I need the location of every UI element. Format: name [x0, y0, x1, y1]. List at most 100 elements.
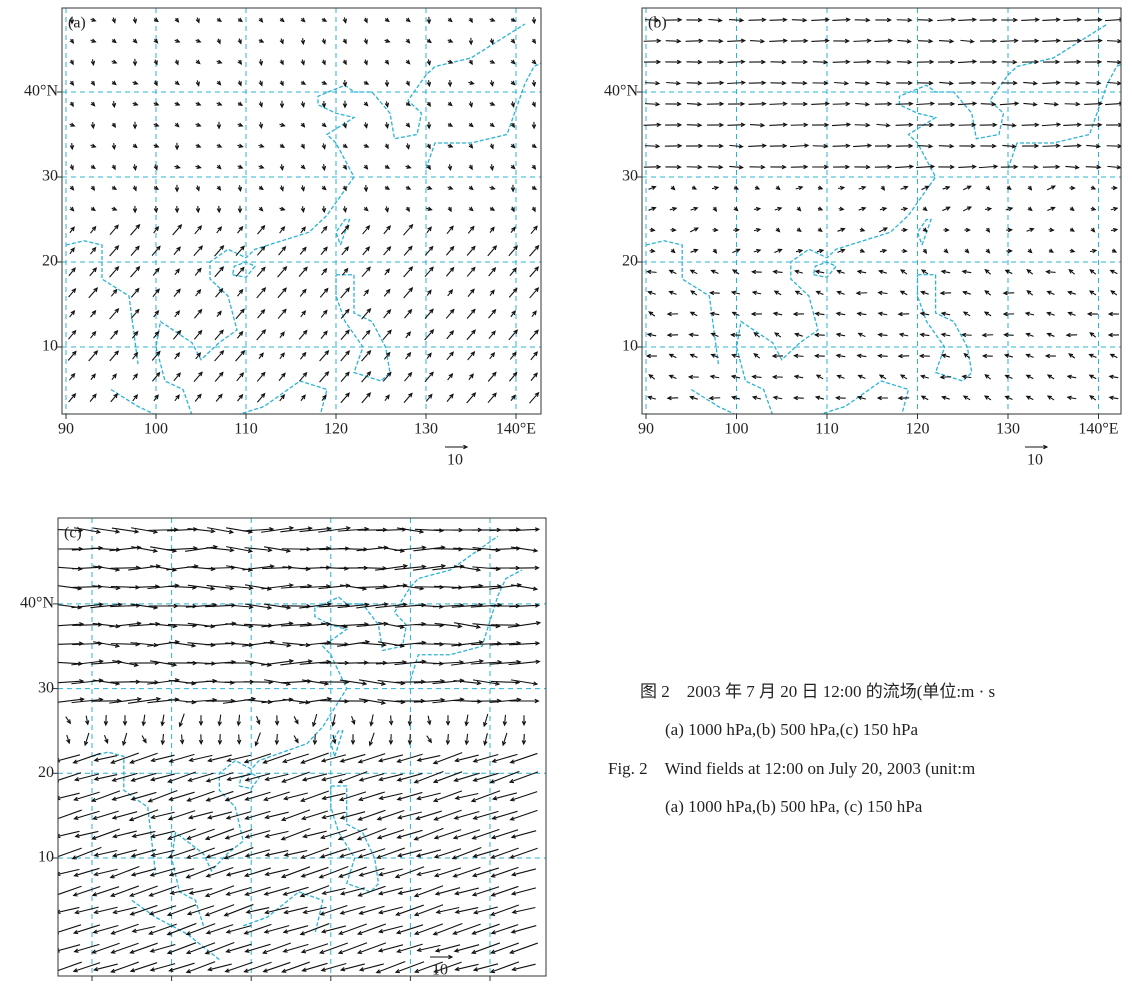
wind-arrow-shaft [1000, 41, 1017, 42]
wind-arrow-shaft [749, 20, 766, 21]
wind-arrow-shaft [89, 288, 97, 298]
y-tick-label: 40°N [20, 595, 54, 612]
x-tick-label: 90 [58, 421, 74, 438]
wind-arrow-shaft [770, 20, 787, 21]
wind-arrow-shaft [1042, 83, 1059, 84]
wind-arrow-shaft [131, 267, 140, 277]
wind-arrow-shaft [94, 964, 117, 970]
wind-arrow-shaft [341, 330, 349, 339]
reference-vector-label: 10 [432, 962, 448, 979]
wind-arrow-shaft [236, 351, 245, 361]
wind-arrow-shaft [404, 393, 412, 402]
wind-arrow-shaft [301, 886, 329, 897]
wind-arrow-shaft [362, 267, 370, 276]
wind-arrow-shaft [92, 791, 120, 801]
wind-arrow-shaft [876, 62, 891, 63]
wind-arrow-shaft [362, 309, 371, 319]
wind-arrow-shaft [188, 773, 213, 780]
wind-arrow-shaft [686, 41, 703, 42]
wind-arrow-shaft [168, 772, 196, 782]
wind-arrow-shaft [958, 20, 976, 21]
wind-arrow-shaft [748, 146, 765, 147]
map-content [642, 8, 1132, 449]
wind-arrow-shaft [94, 925, 119, 932]
wind-arrow-shaft [666, 41, 680, 42]
wind-arrow-shaft [644, 125, 661, 126]
wind-arrow-shaft [168, 586, 196, 587]
wind-arrow-shaft [379, 907, 403, 913]
wind-arrow-shaft [168, 905, 196, 915]
wind-arrow-shaft [874, 41, 891, 42]
wind-arrow-shaft [1063, 125, 1080, 126]
wind-arrow-shaft [769, 41, 786, 42]
wind-arrow-shaft [173, 225, 182, 235]
wind-arrow-shaft [513, 907, 536, 912]
coastline [331, 786, 379, 892]
coastline [426, 58, 552, 169]
wind-arrow-shaft [1084, 41, 1101, 42]
coastline [918, 275, 972, 381]
wind-arrow-shaft [512, 964, 535, 970]
wind-arrow-shaft [72, 567, 102, 569]
coastline [331, 731, 343, 756]
y-tick-label: 10 [38, 849, 54, 866]
wind-arrow-shaft [811, 20, 828, 21]
wind-arrow-shaft [131, 246, 139, 255]
x-tick-label: 130 [414, 421, 438, 438]
wind-arrow-shaft [318, 528, 350, 532]
wind-arrow-shaft [284, 793, 308, 799]
x-tick-label: 120 [324, 421, 348, 438]
wind-arrow-shaft [236, 309, 244, 318]
wind-arrow-shaft [530, 288, 539, 298]
wind-arrow-shaft [512, 888, 536, 894]
wind-arrow-shaft [467, 268, 475, 277]
wind-arrow-shaft [226, 547, 252, 552]
wind-arrow-shaft [362, 372, 371, 382]
coastline [111, 390, 210, 450]
wind-arrow-shaft [245, 548, 272, 551]
wind-arrow-shaft [456, 793, 479, 798]
wind-arrow-shaft [257, 288, 266, 298]
reference-vector-label: 10 [1027, 452, 1043, 469]
y-tick-label: 20 [38, 764, 54, 781]
wind-arrow-shaft [110, 225, 118, 234]
wind-arrow-shaft [362, 351, 371, 361]
wind-arrow-shaft [467, 330, 475, 339]
wind-arrow-shaft [1063, 20, 1080, 21]
y-tick-label: 10 [42, 338, 58, 355]
wind-arrow-shaft [76, 831, 99, 836]
wind-arrow-shaft [227, 887, 252, 894]
wind-arrow-shaft [169, 792, 194, 800]
wind-arrow-shaft [1086, 83, 1101, 84]
caption-en-title: Fig. 2 Wind fields at 12:00 on July 20, … [608, 759, 975, 778]
panel-label: (a) [68, 15, 86, 32]
wind-arrow-shaft [111, 644, 139, 645]
x-tick-label: 120 [906, 421, 930, 438]
wind-arrow-shaft [95, 756, 118, 761]
wind-arrow-shaft [281, 681, 311, 683]
wind-arrow-shaft [727, 125, 744, 126]
wind-arrow-shaft [278, 288, 286, 297]
wind-arrow-shaft [283, 754, 309, 762]
wind-arrow-shaft [511, 585, 537, 589]
wind-arrow-shaft [110, 267, 119, 277]
coastline [646, 241, 718, 364]
wind-arrow-shaft [285, 851, 307, 856]
x-tick-label: 110 [234, 421, 257, 438]
wind-arrow-shaft [320, 866, 349, 877]
wind-arrow-shaft [473, 868, 499, 876]
wind-arrow-shaft [1042, 20, 1059, 21]
x-tick-label: 130 [996, 421, 1020, 438]
wind-arrow-shaft [833, 146, 850, 147]
map-content [52, 518, 546, 976]
wind-arrow-shaft [488, 246, 496, 256]
wind-arrow-shaft [896, 104, 913, 105]
wind-arrow-shaft [188, 906, 214, 914]
wind-arrow-shaft [261, 661, 293, 665]
wind-arrow-shaft [110, 351, 118, 361]
wind-arrow-shaft [1085, 20, 1102, 21]
coastline [1008, 58, 1132, 169]
coastline [336, 275, 390, 381]
wind-arrow-shaft [322, 774, 346, 780]
wind-arrow-shaft [131, 225, 140, 235]
